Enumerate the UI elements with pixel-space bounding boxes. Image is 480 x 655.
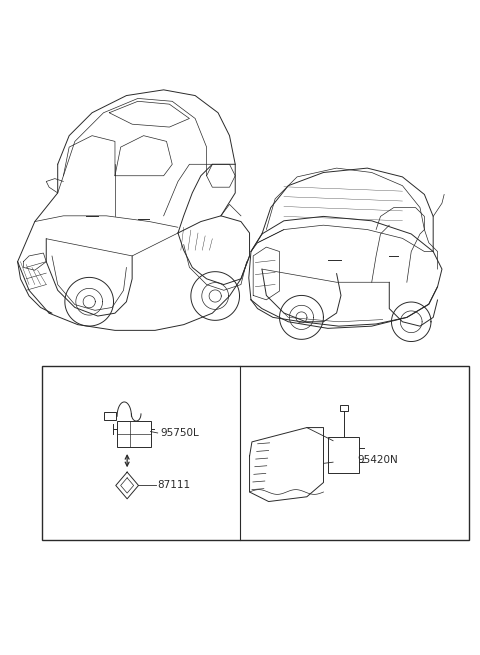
Text: 95420N: 95420N bbox=[357, 455, 397, 466]
Text: 87111: 87111 bbox=[157, 481, 191, 491]
Bar bbox=[104, 413, 116, 420]
Text: 95750L: 95750L bbox=[160, 428, 199, 438]
Bar bbox=[42, 365, 469, 540]
Bar bbox=[340, 405, 348, 411]
Bar bbox=[328, 437, 360, 473]
Bar bbox=[117, 421, 151, 447]
